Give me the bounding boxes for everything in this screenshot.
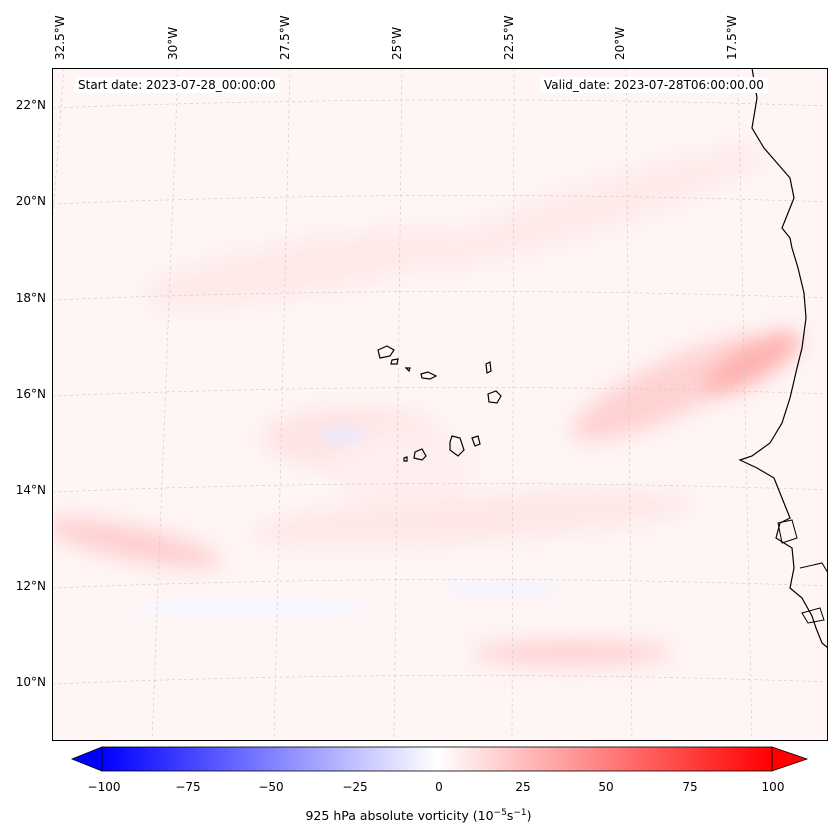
colorbar-label-suffix: ) (526, 808, 532, 824)
colorbar-tick: 50 (598, 780, 614, 794)
colorbar-extend-min (70, 746, 103, 772)
lon-label: 22.5°W (502, 15, 516, 60)
lat-label: 14°N (15, 483, 46, 497)
lon-label: 27.5°W (278, 15, 292, 60)
colorbar-extend-max (771, 746, 809, 772)
colorbar-tick: 75 (682, 780, 698, 794)
colorbar-label-prefix: 925 hPa absolute vorticity (10 (305, 808, 494, 824)
negative-vorticity (132, 427, 562, 618)
colorbar-tick: 0 (435, 780, 443, 794)
lat-label: 16°N (15, 387, 46, 401)
lat-label: 12°N (15, 579, 46, 593)
cape-verde-islands (377, 345, 502, 462)
colorbar-label: 925 hPa absolute vorticity (10−5s−1) (0, 808, 837, 823)
colorbar-body (101, 746, 773, 772)
africa-coastline-detail (777, 519, 828, 624)
colorbar (70, 746, 809, 772)
colorbar-tick: −25 (342, 780, 368, 794)
lat-label: 22°N (15, 98, 46, 112)
colorbar-tick: 100 (761, 780, 785, 794)
vorticity-field (52, 148, 801, 665)
lon-label: 32.5°W (53, 15, 67, 60)
colorbar-tick: −100 (87, 780, 121, 794)
colorbar-label-exp1: −5 (493, 808, 507, 818)
colorbar-label-mid: s (506, 808, 514, 824)
lon-label: 17.5°W (725, 15, 739, 60)
lon-label: 25°W (390, 26, 404, 60)
colorbar-tick: −75 (175, 780, 201, 794)
lon-label: 20°W (613, 26, 627, 60)
valid-date-label: Valid_date: 2023-07-28T06:00:00.00 (540, 77, 768, 93)
map-panel (52, 68, 828, 741)
lat-label: 10°N (15, 675, 46, 689)
colorbar-tick: 25 (515, 780, 531, 794)
africa-coastline (738, 68, 828, 649)
lat-label: 18°N (15, 291, 46, 305)
start-date-label: Start date: 2023-07-28_00:00:00 (74, 77, 280, 93)
lat-label: 20°N (15, 194, 46, 208)
colorbar-tick: −50 (258, 780, 284, 794)
lon-label: 30°W (166, 26, 180, 60)
map-frame (52, 68, 828, 741)
gridlines (52, 68, 828, 741)
colorbar-label-exp2: −1 (513, 808, 527, 818)
